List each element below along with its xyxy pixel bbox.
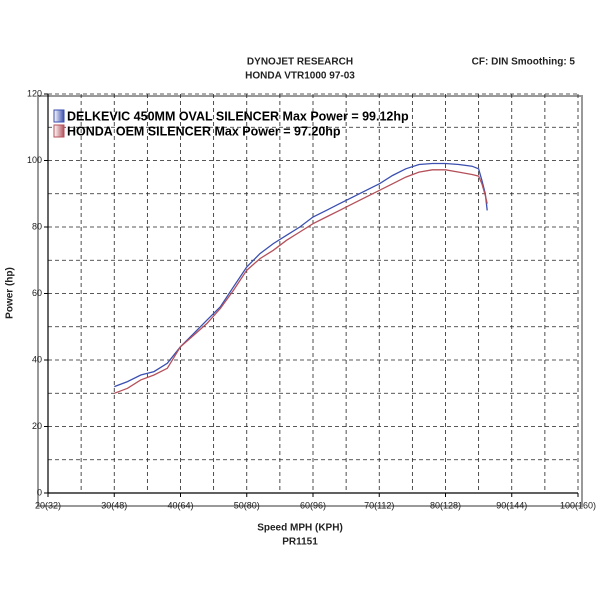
y-tick-label: 120	[27, 88, 42, 98]
y-tick-label: 20	[32, 421, 42, 431]
settings-text: CF: DIN Smoothing: 5	[472, 57, 576, 68]
x-tick-label: 100(160)	[560, 500, 596, 510]
x-tick-label: 80(128)	[430, 500, 461, 510]
x-tick-label: 70(112)	[364, 500, 394, 510]
x-tick-label: 60(96)	[300, 500, 326, 510]
y-tick-label: 40	[32, 354, 42, 364]
y-tick-label: 0	[37, 487, 42, 497]
legend-label: HONDA OEM SILENCER Max Power = 97.20hp	[67, 124, 341, 138]
x-tick-label: 30(48)	[101, 500, 127, 510]
chart-subtitle: HONDA VTR1000 97-03	[245, 71, 355, 82]
x-tick-label: 20(32)	[35, 500, 61, 510]
x-tick-label: 50(80)	[234, 500, 260, 510]
legend-swatch	[53, 124, 65, 138]
plot-frame	[37, 95, 583, 507]
x-tick-label: 90(144)	[496, 500, 527, 510]
run-label: PR1151	[282, 537, 318, 548]
y-axis-label: Power (hp)	[5, 267, 16, 319]
x-axis-label: Speed MPH (KPH)	[257, 523, 343, 534]
chart-title: DYNOJET RESEARCH	[247, 57, 353, 68]
y-tick-label: 80	[32, 221, 42, 231]
legend-label: DELKEVIC 450MM OVAL SILENCER Max Power =…	[67, 109, 409, 123]
legend-swatch	[53, 109, 65, 123]
y-tick-label: 60	[32, 288, 42, 298]
x-tick-label: 40(64)	[167, 500, 193, 510]
series-line	[114, 162, 488, 388]
series-line	[114, 169, 488, 394]
y-tick-label: 100	[27, 155, 42, 165]
